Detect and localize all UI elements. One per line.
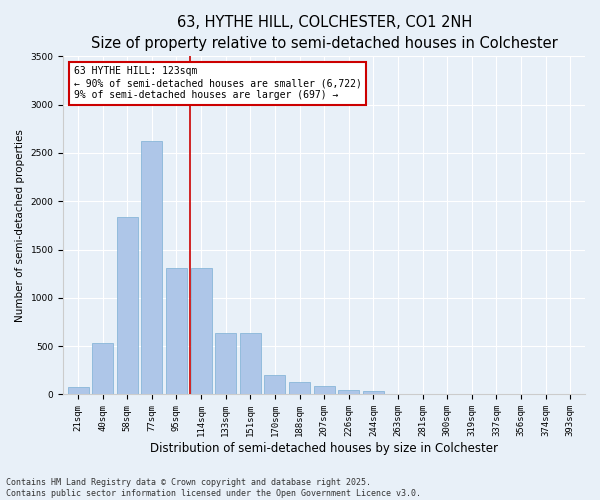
Bar [215,332,236,394]
Y-axis label: Number of semi-detached properties: Number of semi-detached properties [15,129,25,322]
Bar [117,216,138,394]
Title: 63, HYTHE HILL, COLCHESTER, CO1 2NH
Size of property relative to semi-detached h: 63, HYTHE HILL, COLCHESTER, CO1 2NH Size… [91,15,557,51]
Bar [142,142,163,394]
Bar [240,332,261,394]
Bar [363,391,384,394]
Bar [265,375,286,394]
Bar [166,268,187,394]
Bar [68,387,89,394]
X-axis label: Distribution of semi-detached houses by size in Colchester: Distribution of semi-detached houses by … [150,442,498,455]
Bar [92,344,113,394]
Text: 63 HYTHE HILL: 123sqm
← 90% of semi-detached houses are smaller (6,722)
9% of se: 63 HYTHE HILL: 123sqm ← 90% of semi-deta… [74,66,362,100]
Text: Contains HM Land Registry data © Crown copyright and database right 2025.
Contai: Contains HM Land Registry data © Crown c… [6,478,421,498]
Bar [338,390,359,394]
Bar [191,268,212,394]
Bar [289,382,310,394]
Bar [314,386,335,394]
